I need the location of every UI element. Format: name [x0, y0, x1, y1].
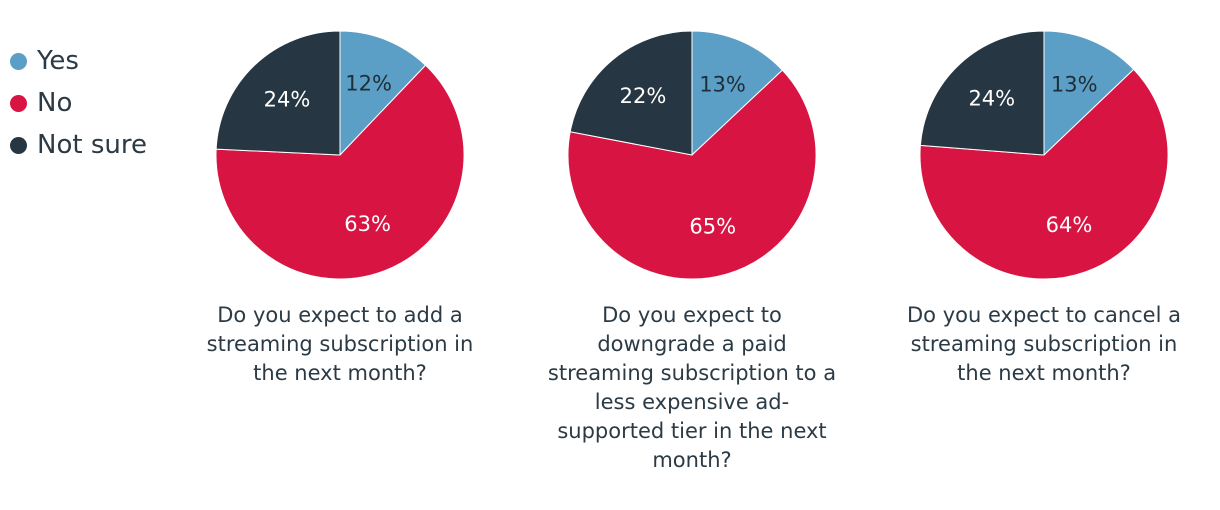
legend-swatch-not-sure — [10, 136, 27, 154]
pie-1-slice-yes — [339, 30, 427, 157]
pie-1-label-no: 63% — [344, 212, 391, 236]
legend-label-yes: Yes — [37, 46, 79, 76]
pie-1-label-yes: 12% — [345, 72, 392, 96]
legend: Yes No Not sure — [10, 40, 147, 166]
pie-title-1: Do you expect to add a streaming subscri… — [206, 303, 474, 385]
legend-item-yes: Yes — [10, 40, 147, 82]
pie-2-slice-no — [567, 69, 817, 280]
pie-2-label-no: 65% — [689, 214, 736, 238]
pie-2-label-not-sure: 22% — [620, 84, 667, 108]
legend-label-not-sure: Not sure — [37, 130, 147, 160]
pie-3-label-not-sure: 24% — [968, 87, 1015, 111]
pie-3-slice-yes — [1043, 30, 1135, 157]
pie-title-3: Do you expect to cancel a streaming subs… — [907, 303, 1181, 385]
legend-label-no: No — [37, 88, 73, 118]
pie-3-slice-not-sure — [919, 30, 1045, 156]
pie-3-label-no: 64% — [1046, 213, 1093, 237]
legend-item-no: No — [10, 82, 147, 124]
legend-swatch-no — [10, 94, 27, 112]
pie-title-2: Do you expect to downgrade a paid stream… — [547, 303, 837, 472]
pie-1-slice-not-sure — [215, 30, 341, 156]
pie-2-slice-yes — [691, 30, 784, 157]
pie-2-label-yes: 13% — [699, 72, 746, 96]
pie-3-slice-no — [919, 68, 1169, 280]
pie-2-slice-not-sure — [569, 30, 693, 156]
pie-3-label-yes: 13% — [1051, 72, 1098, 96]
pie-1-slice-no — [215, 64, 465, 280]
legend-item-not-sure: Not sure — [10, 124, 147, 166]
pie-1-label-not-sure: 24% — [264, 87, 311, 111]
legend-swatch-yes — [10, 52, 27, 70]
